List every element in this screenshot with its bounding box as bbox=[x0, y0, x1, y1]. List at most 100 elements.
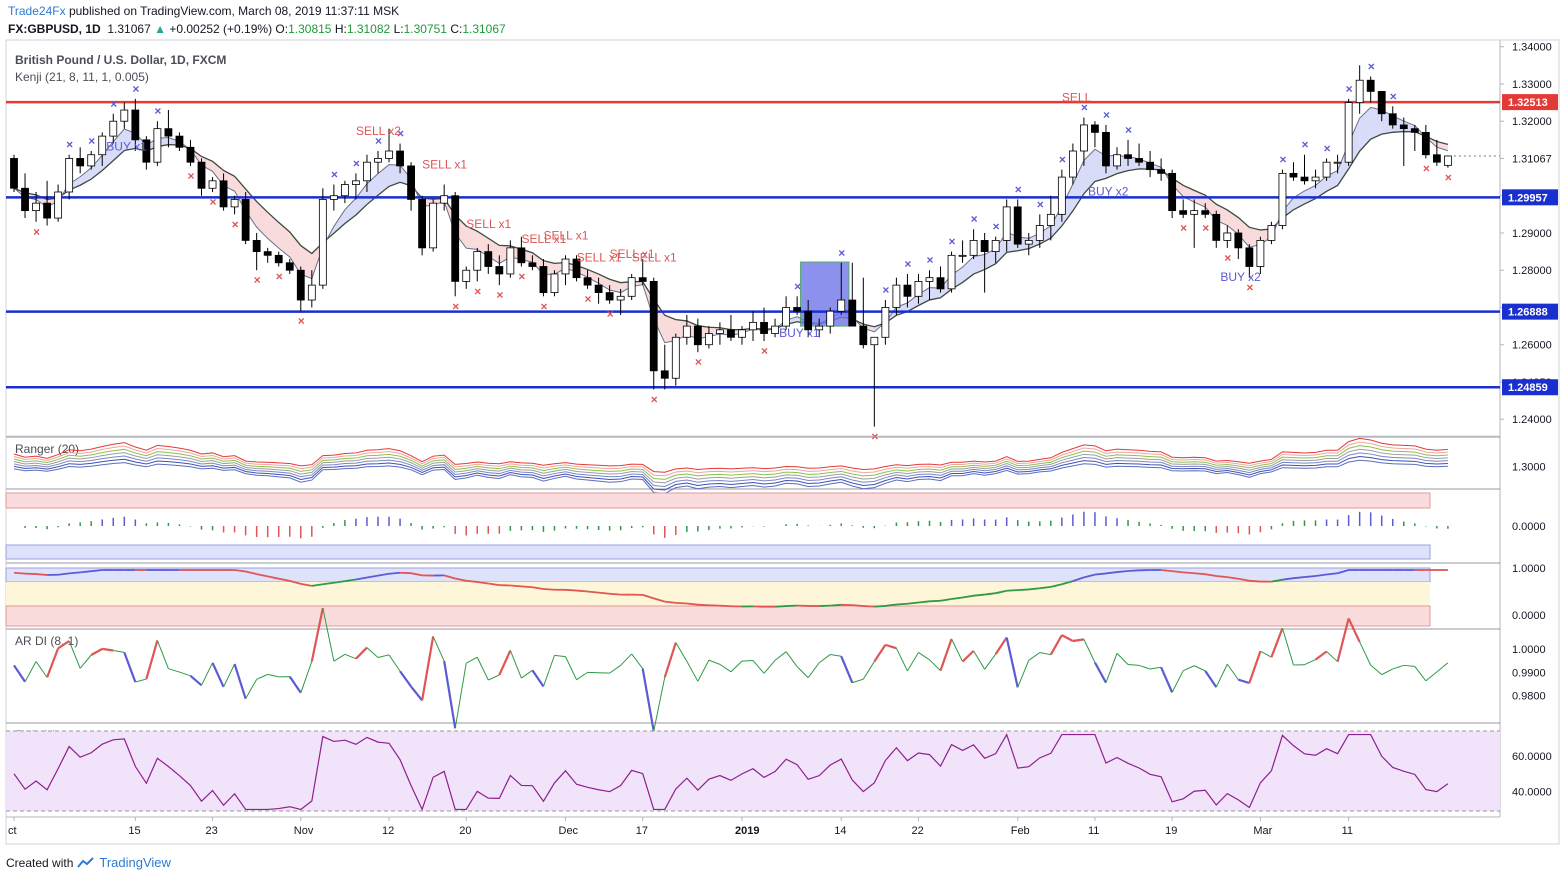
candle bbox=[495, 255, 504, 286]
ardi-tick-label: 0.9800 bbox=[1512, 690, 1546, 702]
tdi-line-segment bbox=[311, 583, 323, 587]
tdi-line-segment bbox=[1083, 573, 1096, 579]
ardi-line-segment bbox=[918, 652, 930, 661]
candle-body bbox=[881, 307, 890, 338]
tdi-line-segment bbox=[1304, 575, 1316, 578]
ardi-line-segment bbox=[1414, 666, 1427, 682]
candle-body bbox=[407, 165, 415, 200]
tdi-line-segment bbox=[984, 592, 996, 596]
candle-body bbox=[826, 310, 835, 327]
ardi-line-segment bbox=[377, 654, 390, 658]
tdi-lower-zone bbox=[5, 605, 1431, 627]
candle bbox=[826, 307, 835, 334]
ardi-line-segment bbox=[245, 679, 258, 699]
sell-marker: × bbox=[1445, 171, 1452, 185]
tdi-line-segment bbox=[510, 584, 522, 588]
time-tick-label: 17 bbox=[636, 825, 648, 837]
candle bbox=[1035, 214, 1044, 248]
candle-body bbox=[175, 135, 184, 148]
sell-marker: × bbox=[210, 195, 217, 209]
ardi-tick-label: 0.9900 bbox=[1512, 667, 1546, 679]
candle-body bbox=[43, 202, 51, 219]
level-price-tag bbox=[1502, 94, 1558, 111]
candle-body bbox=[1355, 79, 1364, 103]
tradingview-logo-icon bbox=[77, 856, 95, 868]
change-value: +0.00252 (+0.19%) bbox=[169, 22, 273, 36]
time-tick-label: 23 bbox=[206, 825, 218, 837]
kenji-cloud-segment bbox=[466, 226, 478, 250]
candle-body bbox=[131, 109, 140, 141]
tdi-line-segment bbox=[675, 601, 687, 605]
buy-marker: × bbox=[375, 134, 382, 148]
candle-body bbox=[804, 310, 813, 331]
candle bbox=[660, 344, 669, 390]
ohlc-line: FX:GBPUSD, 1D 1.31067 ▲ +0.00252 (+0.19%… bbox=[8, 22, 506, 36]
candle bbox=[594, 277, 603, 304]
candle bbox=[1157, 158, 1166, 181]
candle-body bbox=[605, 292, 614, 301]
kenji-cloud-segment bbox=[278, 222, 290, 257]
candle bbox=[561, 255, 570, 286]
ardi-line-segment bbox=[994, 636, 1008, 655]
tdi-line-segment bbox=[377, 572, 390, 577]
tdi-line-segment bbox=[267, 575, 279, 580]
candle-body bbox=[771, 325, 779, 334]
ardi-line-segment bbox=[113, 650, 125, 653]
ardi-line-segment bbox=[763, 660, 776, 674]
sell-signal-label: SELL x1 bbox=[610, 247, 655, 261]
ardi-line-segment bbox=[885, 643, 897, 650]
buy-marker: × bbox=[331, 168, 338, 182]
tdi-line-segment bbox=[1249, 579, 1261, 583]
candle-body bbox=[1201, 210, 1210, 215]
candle bbox=[1278, 169, 1287, 230]
tdi-line-segment bbox=[91, 569, 103, 573]
candle bbox=[307, 270, 316, 308]
tdi-line-segment bbox=[896, 602, 908, 606]
buy-signal-label: BUY x2 bbox=[1088, 184, 1129, 198]
candle bbox=[1300, 154, 1309, 185]
ardi-line-segment bbox=[1381, 668, 1393, 676]
candle bbox=[1344, 98, 1353, 166]
msi-lower-zone bbox=[5, 544, 1431, 560]
candle-body bbox=[1223, 232, 1232, 241]
candle-body bbox=[1113, 154, 1121, 167]
candle-body bbox=[98, 135, 107, 156]
candle-body bbox=[682, 325, 691, 338]
candle-body bbox=[914, 280, 923, 297]
buy-signal-label: BUY x2 bbox=[1220, 270, 1261, 284]
last-price: 1.31067 bbox=[107, 22, 151, 36]
tdi-line-segment bbox=[874, 605, 886, 608]
created-with-label: Created with bbox=[6, 855, 74, 870]
candle bbox=[649, 277, 658, 390]
buy-marker: × bbox=[132, 82, 139, 96]
candle-body bbox=[142, 139, 151, 163]
time-tick-label: 11 bbox=[1342, 825, 1353, 837]
candle-body bbox=[1179, 210, 1188, 215]
candle-body bbox=[671, 336, 680, 379]
candle bbox=[958, 240, 967, 263]
ardi-line-segment bbox=[796, 666, 809, 679]
sell-marker: × bbox=[33, 225, 40, 239]
candle bbox=[76, 147, 85, 174]
brand-link[interactable]: Trade24Fx bbox=[8, 4, 66, 18]
candle-body bbox=[1256, 240, 1265, 267]
chart-title: British Pound / U.S. Dollar, 1D, FXCM bbox=[15, 53, 226, 67]
ardi-line-segment bbox=[1171, 670, 1184, 693]
buy-marker: × bbox=[1125, 123, 1132, 137]
candle bbox=[1190, 199, 1199, 248]
candle-body bbox=[1080, 124, 1088, 152]
ardi-line-segment bbox=[35, 661, 48, 678]
tradingview-link[interactable]: TradingView bbox=[99, 855, 171, 870]
tdi-line-segment bbox=[532, 586, 544, 590]
tdi-line-segment bbox=[1172, 570, 1184, 574]
ardi-line-segment bbox=[686, 660, 699, 682]
level-price-tag bbox=[1502, 303, 1558, 320]
tdi-line-segment bbox=[521, 585, 533, 589]
candle-body bbox=[296, 269, 305, 301]
rsi-background bbox=[6, 731, 1500, 811]
candle bbox=[1135, 143, 1143, 166]
candle bbox=[539, 259, 548, 297]
candle-body bbox=[1289, 172, 1298, 178]
candle-body bbox=[947, 254, 956, 290]
